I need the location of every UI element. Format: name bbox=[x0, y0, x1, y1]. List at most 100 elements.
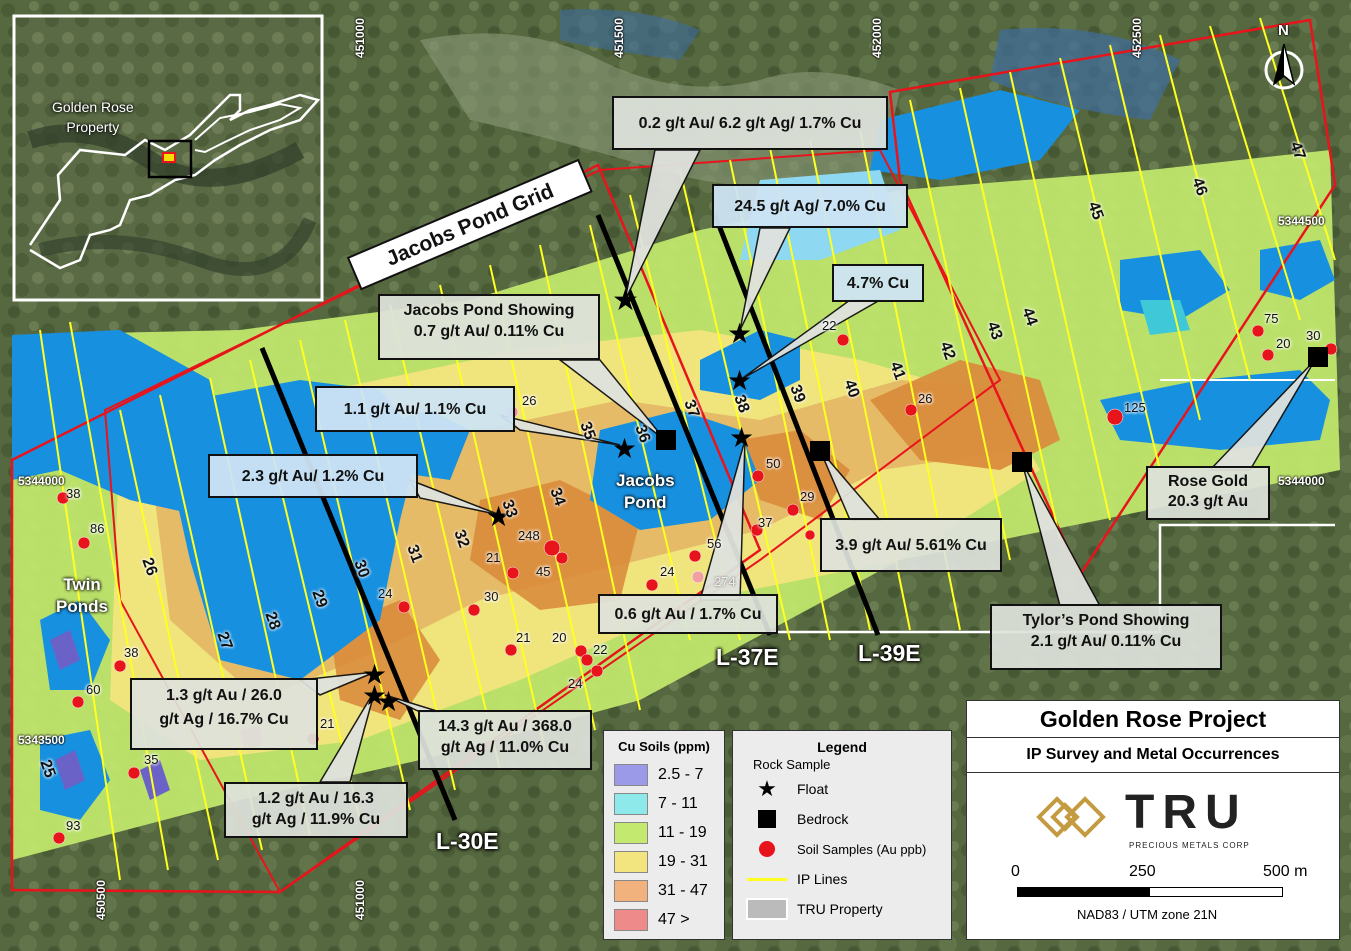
soil-value: 60 bbox=[86, 682, 101, 697]
soil-value: 26 bbox=[918, 391, 933, 406]
svg-text:★: ★ bbox=[486, 501, 511, 532]
square-icon bbox=[758, 810, 776, 828]
soil-value: 30 bbox=[484, 589, 499, 604]
legend-item-float: ★ Float bbox=[733, 774, 951, 804]
northing-tick: 5343500 bbox=[18, 733, 65, 747]
soil-value: 26 bbox=[522, 393, 537, 408]
project-subtitle: IP Survey and Metal Occurrences bbox=[967, 738, 1339, 773]
legend-item-bedrock: Bedrock bbox=[733, 804, 951, 834]
cu-soils-legend-title: Cu Soils (ppm) bbox=[618, 739, 710, 754]
cu-soils-legend: Cu Soils (ppm) 2.5 - 7 7 - 11 11 - 19 19… bbox=[603, 730, 725, 940]
soil-value: 248 bbox=[518, 528, 540, 543]
place-jacobs-pond: Jacobs Pond bbox=[616, 471, 675, 512]
callout-assay: 14.3 g/t Au / 368.0 g/t Ag / 11.0% Cu bbox=[418, 710, 592, 770]
soil-value: 86 bbox=[90, 521, 105, 536]
callout-assay: 0.6 g/t Au / 1.7% Cu bbox=[598, 594, 778, 634]
soil-value: 22 bbox=[822, 318, 837, 333]
float-stars: ★ ★ ★ ★ ★ ★ ★ ★ ★ bbox=[362, 284, 754, 717]
soil-value: 35 bbox=[144, 752, 159, 767]
soil-value: 38 bbox=[66, 486, 81, 501]
soil-value: 93 bbox=[66, 818, 81, 833]
projection-label: NAD83 / UTM zone 21N bbox=[1077, 907, 1218, 922]
soil-value: 29 bbox=[800, 489, 815, 504]
svg-text:★: ★ bbox=[612, 433, 637, 464]
cu-soils-legend-item: 31 - 47 bbox=[604, 876, 724, 905]
survey-line-label: L-39E bbox=[858, 640, 921, 666]
yellow-line-icon bbox=[747, 877, 787, 881]
north-arrow-icon bbox=[1264, 43, 1304, 90]
callout-assay: 2.3 g/t Au/ 1.2% Cu bbox=[208, 454, 418, 498]
soil-value: 274 bbox=[714, 574, 736, 589]
soil-value: 24 bbox=[660, 564, 675, 579]
cu-soils-legend-item: 47 > bbox=[604, 905, 724, 934]
legend-item-soil: Soil Samples (Au ppb) bbox=[733, 834, 951, 864]
svg-text:★: ★ bbox=[362, 680, 387, 711]
easting-tick: 452500 bbox=[1130, 18, 1144, 59]
easting-tick: 452000 bbox=[870, 18, 884, 59]
soil-value: 21 bbox=[486, 550, 501, 565]
soil-value: 56 bbox=[707, 536, 722, 551]
soil-value: 37 bbox=[758, 515, 773, 530]
swatch-19-31 bbox=[614, 850, 648, 873]
inset-map bbox=[12, 14, 324, 302]
svg-text:★: ★ bbox=[729, 422, 754, 453]
soil-value: 125 bbox=[1124, 400, 1146, 415]
legend-item-property: TRU Property bbox=[733, 894, 951, 924]
northing-tick: 5344500 bbox=[1278, 214, 1325, 228]
survey-line-label: L-37E bbox=[716, 644, 779, 670]
soil-value: 45 bbox=[536, 564, 551, 579]
callout-assay: 3.9 g/t Au/ 5.61% Cu bbox=[820, 518, 1002, 572]
legend-item-ip-lines: IP Lines bbox=[733, 864, 951, 894]
logo-tagline: PRECIOUS METALS CORP bbox=[1129, 841, 1250, 850]
callout-assay: 0.2 g/t Au/ 6.2 g/t Ag/ 1.7% Cu bbox=[612, 96, 888, 150]
svg-text:★: ★ bbox=[612, 284, 639, 317]
callout-assay: 1.3 g/t Au / 26.0 g/t Ag / 16.7% Cu bbox=[130, 678, 318, 750]
bedrock-squares bbox=[656, 347, 1328, 472]
title-block: Golden Rose Project IP Survey and Metal … bbox=[966, 700, 1340, 940]
red-dot-icon bbox=[759, 841, 775, 857]
soil-value: 30 bbox=[1306, 328, 1321, 343]
map-legend: Legend Rock Sample ★ Float Bedrock Soil … bbox=[732, 730, 952, 940]
north-label: N bbox=[1278, 22, 1289, 39]
callout-showing: Tylor’s Pond Showing 2.1 g/t Au/ 0.11% C… bbox=[990, 604, 1222, 670]
legend-title: Legend bbox=[817, 739, 867, 755]
callout-leaders bbox=[298, 149, 1316, 783]
svg-text:★: ★ bbox=[727, 318, 752, 349]
callout-assay: 4.7% Cu bbox=[832, 264, 924, 302]
northing-tick: 5344000 bbox=[1278, 474, 1325, 488]
scale-bar: 0 250 500 m NAD83 / UTM zone 21N bbox=[1011, 863, 1308, 922]
callout-assay: 1.1 g/t Au/ 1.1% Cu bbox=[315, 386, 515, 432]
svg-text:★: ★ bbox=[727, 365, 752, 396]
swatch-47-plus bbox=[614, 908, 648, 931]
soil-value: 24 bbox=[378, 586, 393, 601]
legend-subtitle: Rock Sample bbox=[753, 757, 831, 772]
northing-tick: 5344000 bbox=[18, 474, 65, 488]
callout-assay: 24.5 g/t Ag/ 7.0% Cu bbox=[712, 184, 908, 228]
easting-tick: 451000 bbox=[353, 18, 367, 59]
place-twin-ponds: Twin Ponds bbox=[56, 575, 108, 616]
swatch-11-19 bbox=[614, 821, 648, 844]
project-title: Golden Rose Project bbox=[967, 701, 1339, 738]
soil-value: 50 bbox=[766, 456, 781, 471]
easting-tick: 451000 bbox=[353, 880, 367, 921]
grid-outline-east bbox=[888, 18, 1337, 578]
easting-tick: 450500 bbox=[94, 880, 108, 921]
soil-value: 21 bbox=[320, 716, 335, 731]
company-logo: TRU PRECIOUS METALS CORP bbox=[1033, 785, 1273, 855]
soil-sample-dots bbox=[52, 324, 1338, 845]
survey-line-label: L-30E bbox=[436, 828, 499, 854]
callout-showing: Rose Gold 20.3 g/t Au bbox=[1146, 466, 1270, 520]
cu-soils-legend-item: 11 - 19 bbox=[604, 818, 724, 847]
cu-soils-legend-item: 2.5 - 7 bbox=[604, 760, 724, 789]
svg-text:★: ★ bbox=[362, 659, 387, 690]
star-icon: ★ bbox=[757, 776, 777, 801]
soil-value: 38 bbox=[124, 645, 139, 660]
swatch-2-5-7 bbox=[614, 763, 648, 786]
callout-showing: Jacobs Pond Showing 0.7 g/t Au/ 0.11% Cu bbox=[378, 294, 600, 360]
callout-assay: 1.2 g/t Au / 16.3 g/t Ag / 11.9% Cu bbox=[224, 782, 408, 838]
soil-value: 20 bbox=[1276, 336, 1291, 351]
cu-soils-legend-item: 19 - 31 bbox=[604, 847, 724, 876]
logo-wordmark: TRU bbox=[1125, 786, 1248, 839]
tru-logo-icon bbox=[1036, 796, 1106, 838]
svg-text:★: ★ bbox=[376, 686, 401, 717]
